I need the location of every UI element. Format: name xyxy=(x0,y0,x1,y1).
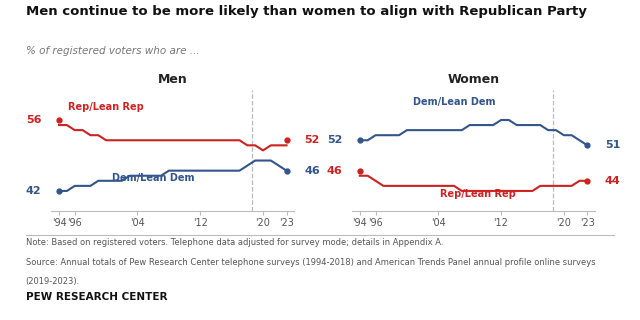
Text: 52: 52 xyxy=(327,135,342,145)
Text: (2019-2023).: (2019-2023). xyxy=(26,277,80,286)
Text: 44: 44 xyxy=(605,176,621,186)
Text: Dem/Lean Dem: Dem/Lean Dem xyxy=(413,97,495,107)
Text: % of registered voters who are ...: % of registered voters who are ... xyxy=(26,46,199,56)
Text: Men continue to be more likely than women to align with Republican Party: Men continue to be more likely than wome… xyxy=(26,5,586,18)
Text: 46: 46 xyxy=(304,166,320,176)
Text: Note: Based on registered voters. Telephone data adjusted for survey mode; detai: Note: Based on registered voters. Teleph… xyxy=(26,238,443,247)
Title: Men: Men xyxy=(158,73,188,86)
Title: Women: Women xyxy=(447,73,500,86)
Text: 51: 51 xyxy=(605,140,620,150)
Text: Rep/Lean Rep: Rep/Lean Rep xyxy=(68,102,144,112)
Text: Source: Annual totals of Pew Research Center telephone surveys (1994-2018) and A: Source: Annual totals of Pew Research Ce… xyxy=(26,258,595,267)
Text: 56: 56 xyxy=(26,115,42,125)
Text: Rep/Lean Rep: Rep/Lean Rep xyxy=(440,188,515,198)
Text: Dem/Lean Dem: Dem/Lean Dem xyxy=(112,173,195,183)
Text: PEW RESEARCH CENTER: PEW RESEARCH CENTER xyxy=(26,292,167,302)
Text: 42: 42 xyxy=(26,186,42,196)
Text: 52: 52 xyxy=(304,135,319,145)
Text: 46: 46 xyxy=(326,166,342,176)
